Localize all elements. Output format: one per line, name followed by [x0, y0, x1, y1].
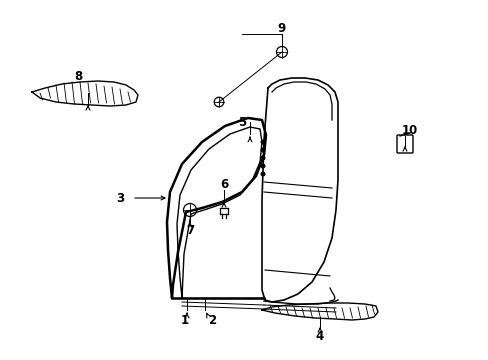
Text: 7: 7	[185, 224, 194, 237]
Text: 10: 10	[401, 123, 417, 136]
Circle shape	[261, 140, 264, 144]
Circle shape	[261, 148, 264, 152]
Text: 9: 9	[277, 22, 285, 35]
Circle shape	[261, 156, 264, 160]
Text: 4: 4	[315, 330, 324, 343]
Circle shape	[261, 172, 264, 176]
Text: 8: 8	[74, 69, 82, 82]
Circle shape	[261, 164, 264, 168]
Text: 1: 1	[181, 315, 189, 328]
Text: 2: 2	[207, 315, 216, 328]
Text: 3: 3	[116, 192, 124, 204]
Text: 6: 6	[220, 177, 228, 190]
Text: 5: 5	[237, 116, 245, 129]
